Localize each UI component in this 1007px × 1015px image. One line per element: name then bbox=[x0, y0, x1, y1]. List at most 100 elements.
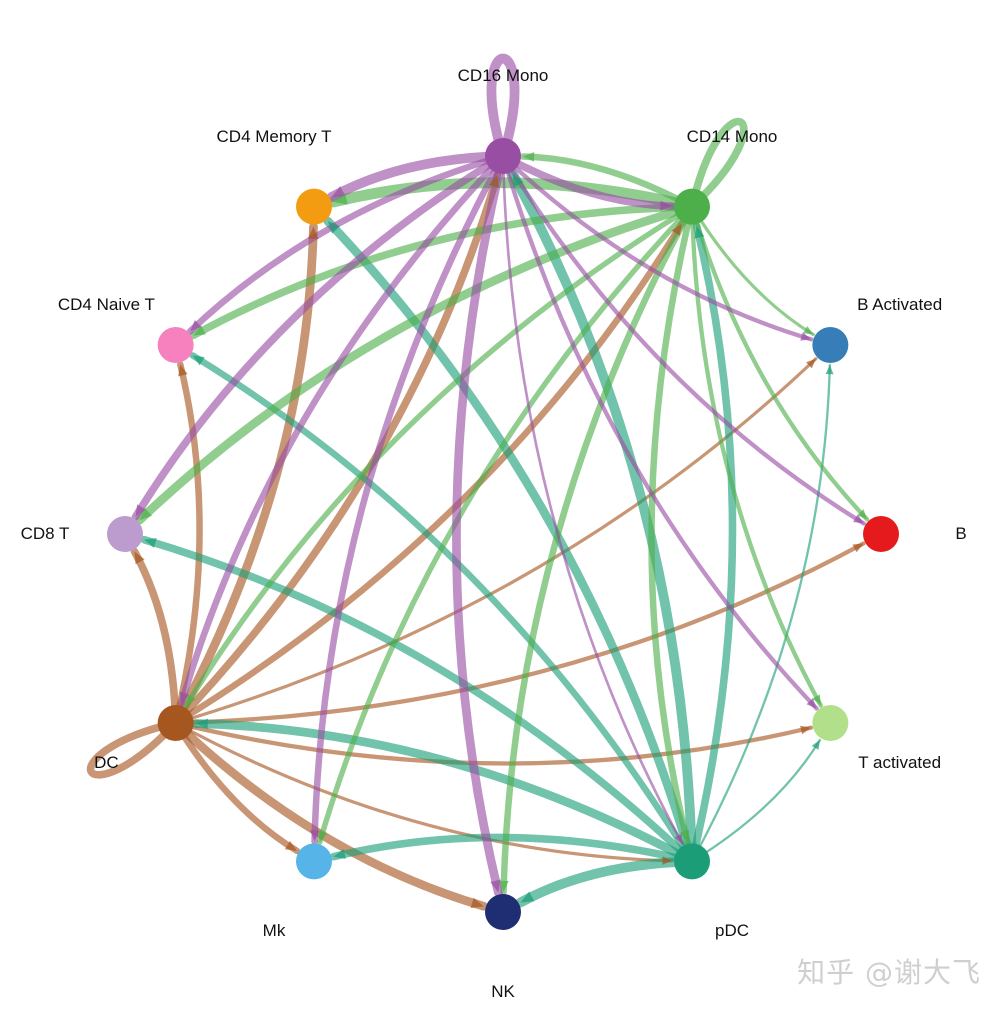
edge-arrowhead bbox=[853, 514, 864, 524]
edge-cd16-mono-to-mk bbox=[311, 152, 507, 845]
node-nk bbox=[485, 894, 521, 930]
node-label-b-activated: B Activated bbox=[857, 295, 943, 314]
edge-arrowhead bbox=[135, 504, 146, 517]
node-b bbox=[863, 516, 899, 552]
edge-arrowhead bbox=[522, 151, 535, 162]
node-dc bbox=[157, 705, 194, 741]
edge-arrowhead bbox=[333, 849, 346, 859]
edge-arrowhead bbox=[307, 226, 319, 239]
edge-pdc-to-cd16-mono bbox=[507, 168, 697, 867]
edge-arrowhead bbox=[806, 698, 817, 709]
edge-arrowhead bbox=[134, 551, 145, 565]
edge-dc-to-dc bbox=[86, 719, 180, 779]
edge-cd14-mono-to-t-activated bbox=[689, 204, 823, 708]
node-label-pdc: pDC bbox=[714, 920, 750, 940]
edge-pdc-to-mk bbox=[329, 833, 696, 866]
edge-pdc-to-nk bbox=[515, 856, 697, 908]
edge-pdc-to-t-activated bbox=[690, 738, 822, 863]
edge-arrowhead bbox=[139, 507, 153, 521]
edge-cd14-mono-to-cd16-mono bbox=[519, 153, 696, 210]
edge-arrowhead bbox=[660, 200, 673, 211]
edge-dc-to-t-activated bbox=[173, 720, 814, 766]
edge-arrowhead bbox=[802, 326, 814, 335]
edge-arrowhead bbox=[192, 355, 205, 366]
node-t-activated bbox=[812, 705, 849, 741]
node-mk bbox=[296, 843, 332, 880]
edge-arrowhead bbox=[800, 725, 811, 735]
edge-cd14-mono-to-dc bbox=[183, 203, 695, 709]
watermark: 知乎 @谢大飞 bbox=[797, 956, 981, 989]
node-pdc bbox=[674, 843, 710, 880]
node-cd4-memory-t bbox=[296, 188, 332, 225]
edge-arrowhead bbox=[318, 830, 328, 843]
edge-cd16-mono-to-b bbox=[500, 153, 867, 526]
node-label-cd4-memory-t: CD4 Memory T bbox=[216, 127, 332, 147]
edge-arrowhead bbox=[186, 694, 196, 706]
edge-arrowhead bbox=[662, 856, 673, 865]
edge-cd14-mono-to-cd4-memory-t bbox=[327, 177, 698, 213]
edge-dc-to-b-activated bbox=[174, 357, 818, 725]
edge-pdc-to-cd4-memory-t bbox=[323, 216, 697, 866]
edge-dc-to-pdc bbox=[174, 721, 674, 863]
node-label-cd8-t: CD8 T bbox=[20, 524, 70, 543]
edge-arrowhead bbox=[333, 193, 348, 205]
edge-pdc-to-dc bbox=[191, 719, 697, 866]
node-label-nk: NK bbox=[491, 982, 515, 1001]
node-cd4-naive-t bbox=[157, 327, 194, 363]
edge-dc-to-cd14-mono bbox=[172, 220, 685, 727]
node-cd16-mono bbox=[485, 138, 521, 174]
edge-cd14-mono-to-b-activated bbox=[690, 205, 815, 337]
edge-arrowhead bbox=[309, 830, 320, 842]
edge-arrowhead bbox=[674, 833, 683, 844]
edge-arrowhead bbox=[144, 538, 157, 548]
edge-arrowhead bbox=[195, 718, 208, 730]
node-b-activated bbox=[812, 327, 849, 363]
node-label-cd14-mono: CD14 Mono bbox=[686, 127, 778, 147]
edge-cd16-mono-to-t-activated bbox=[500, 153, 819, 711]
edge-cd14-mono-to-nk bbox=[500, 203, 696, 896]
edge-pdc-to-b-activated bbox=[690, 363, 831, 863]
edge-arrowhead bbox=[193, 325, 206, 336]
edge-arrowhead bbox=[331, 186, 346, 198]
edge-cd14-mono-to-pdc bbox=[648, 203, 696, 846]
edge-arrowhead bbox=[812, 694, 821, 706]
edge-arrowhead bbox=[489, 175, 499, 188]
edge-arrowhead bbox=[520, 891, 535, 903]
edge-arrowhead bbox=[680, 829, 690, 842]
edge-cd14-mono-to-cd14-mono bbox=[688, 117, 748, 211]
edge-dc-to-cd4-naive-t bbox=[172, 361, 203, 727]
edge-dc-to-mk bbox=[172, 719, 301, 855]
edge-arrowhead bbox=[512, 173, 524, 188]
node-label-cd4-naive-t: CD4 Naive T bbox=[57, 295, 155, 314]
node-label-mk: Mk bbox=[262, 920, 286, 940]
edge-arrowhead bbox=[694, 226, 705, 239]
node-cd8-t bbox=[107, 516, 143, 552]
edge-arrowhead bbox=[190, 320, 202, 332]
edge-cd16-mono-to-pdc bbox=[501, 154, 684, 846]
edge-arrowhead bbox=[284, 840, 297, 851]
edge-cd16-mono-to-cd14-mono bbox=[499, 152, 676, 210]
edge-cd16-mono-to-b-activated bbox=[500, 153, 814, 342]
edge-arrowhead bbox=[811, 740, 820, 750]
node-label-b: B bbox=[955, 524, 967, 543]
edge-cd16-mono-to-dc bbox=[178, 152, 507, 708]
node-cd14-mono bbox=[674, 188, 710, 225]
edge-arrowhead bbox=[178, 364, 188, 377]
edge-pdc-to-cd14-mono bbox=[688, 222, 737, 866]
edge-arrowhead bbox=[470, 897, 484, 908]
edge-arrowhead bbox=[179, 691, 190, 704]
edge-arrowhead bbox=[327, 221, 341, 234]
edge-arrowhead bbox=[825, 364, 834, 375]
edge-arrowhead bbox=[852, 543, 864, 553]
edge-dc-to-b bbox=[173, 541, 866, 726]
edge-arrowhead bbox=[806, 358, 816, 369]
edge-cd16-mono-to-cd8-t bbox=[131, 152, 507, 521]
edge-arrowhead bbox=[800, 332, 812, 341]
node-label-t-activated: T activated bbox=[858, 753, 942, 772]
edge-cd14-mono-to-mk bbox=[316, 203, 695, 845]
edge-arrowhead bbox=[671, 223, 682, 236]
edge-cd16-mono-to-cd16-mono bbox=[486, 53, 520, 161]
edge-cd16-mono-to-cd4-memory-t bbox=[326, 151, 508, 203]
